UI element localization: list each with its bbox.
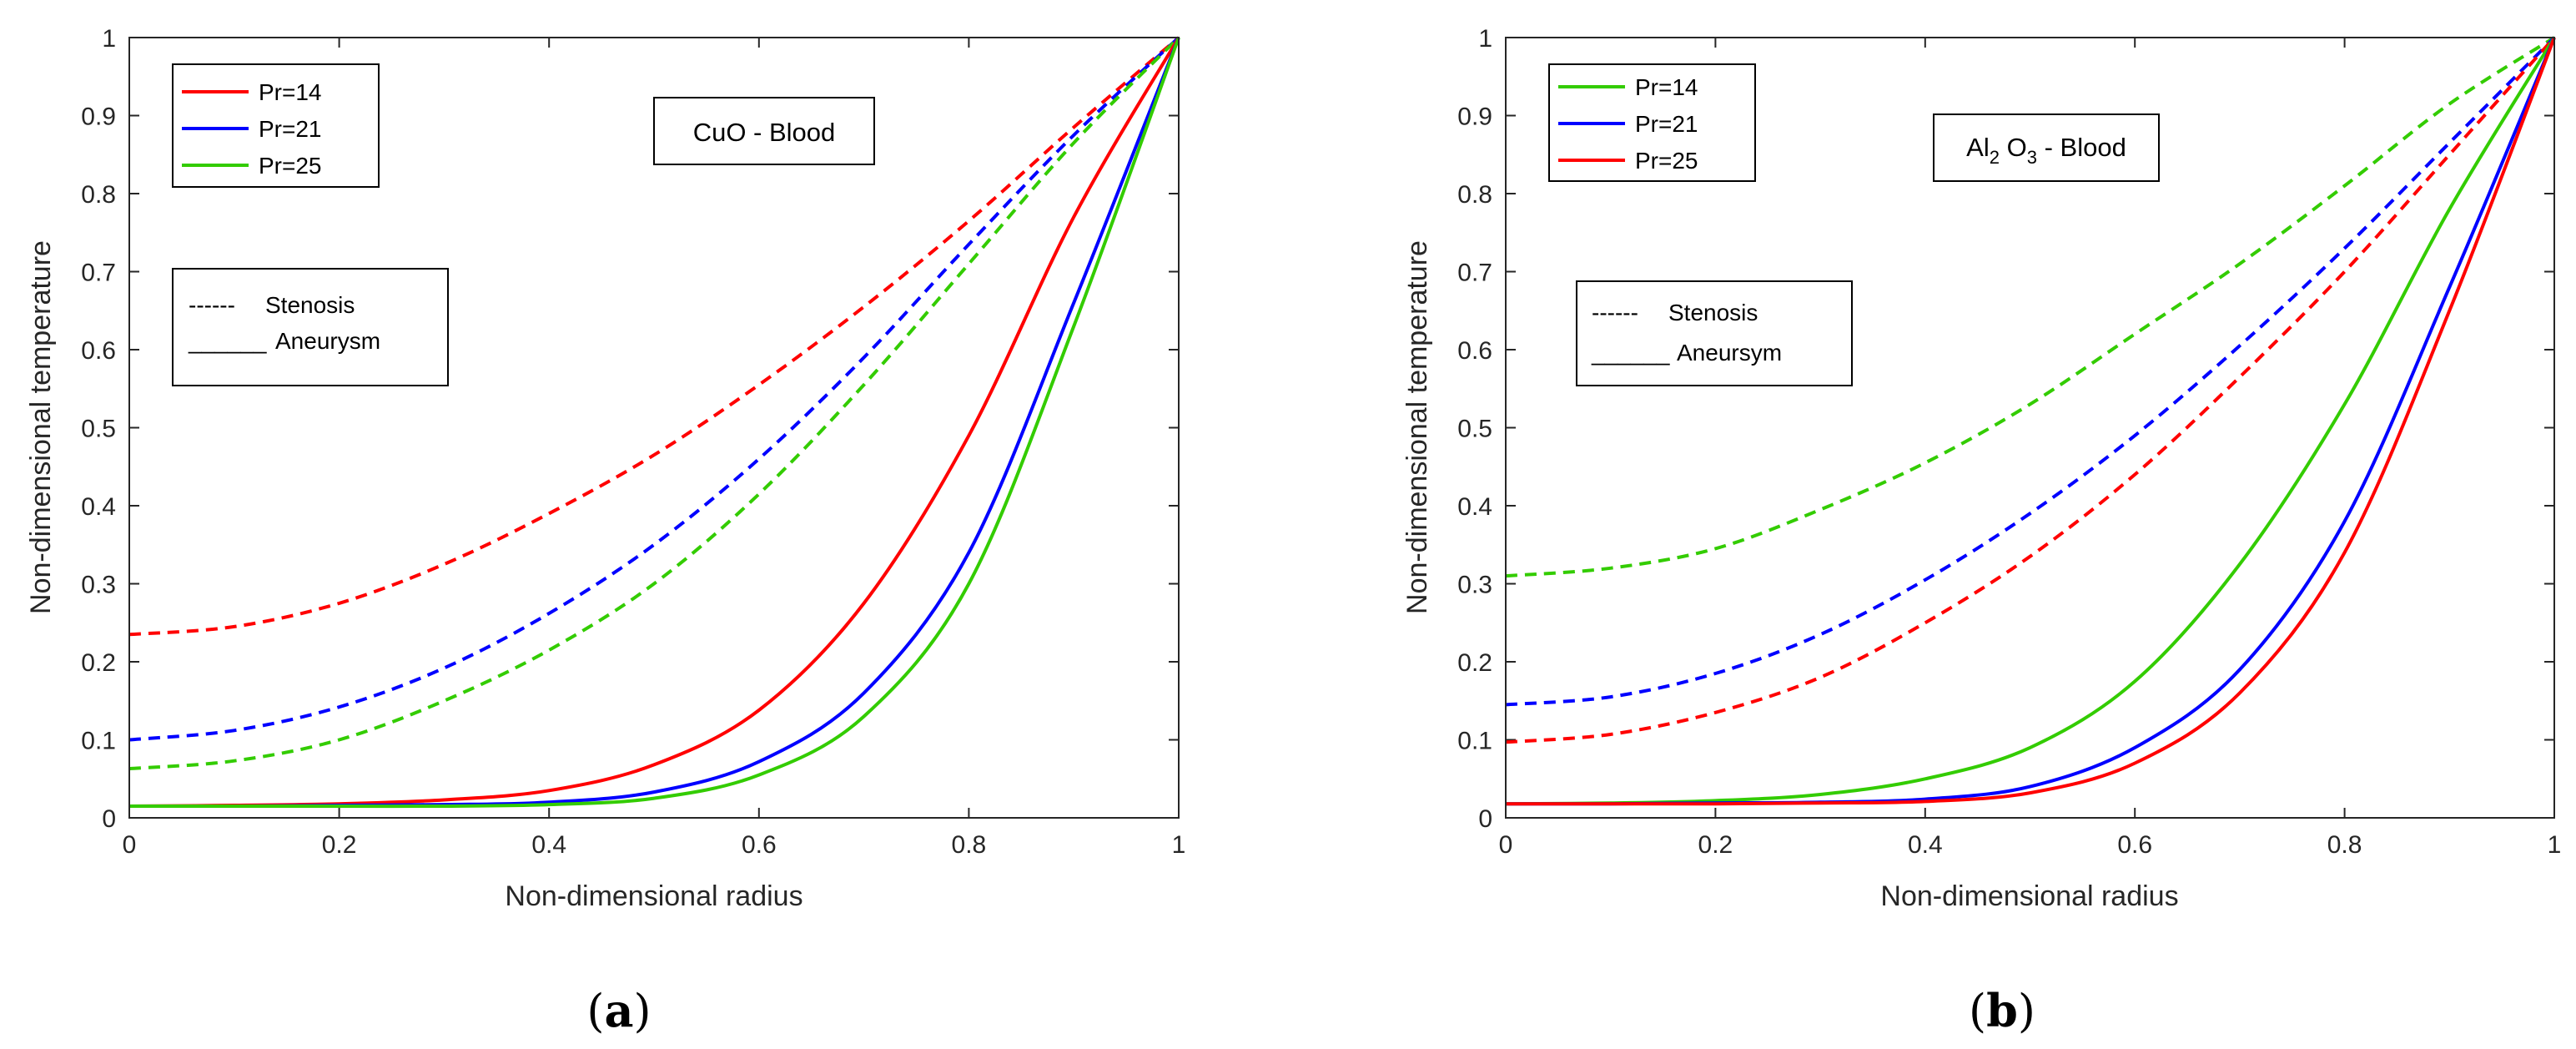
series-line-pr-14-stenosis xyxy=(128,36,1180,637)
legend-label: Pr=14 xyxy=(1635,74,1698,100)
series-line-pr-25-stenosis xyxy=(1505,36,2556,744)
aneurysm-label: Aneursym xyxy=(1677,340,1782,366)
y-tick-label: 0.5 xyxy=(1457,416,1492,443)
y-tick-label: 0.4 xyxy=(81,493,116,521)
panel-label-close: ) xyxy=(2018,985,2035,1037)
series-line-pr-25-aneurysm xyxy=(128,37,1180,809)
annotation-text: CuO - Blood xyxy=(693,118,836,147)
x-tick-label: 0 xyxy=(123,831,137,859)
aneurysm-label: Aneurysm xyxy=(275,328,380,354)
y-tick-label: 0.2 xyxy=(81,649,116,677)
series-line-pr-25-stenosis xyxy=(128,36,1180,771)
legend-label: Pr=25 xyxy=(259,153,322,179)
panel-label: (b) xyxy=(1969,984,2035,1037)
series-group xyxy=(128,36,1180,809)
legend-box xyxy=(1576,280,1853,386)
y-tick-label: 0.7 xyxy=(1457,260,1492,287)
panel-label-open: ( xyxy=(586,985,604,1037)
y-tick-label: 1 xyxy=(102,25,116,53)
y-tick-label: 0.8 xyxy=(1457,181,1492,209)
stenosis-dash-glyph: ------ xyxy=(189,292,235,318)
y-tick-label: 0.3 xyxy=(1457,572,1492,599)
x-tick-label: 1 xyxy=(2548,831,2562,859)
y-ticks: 0 0.1 0.2 0.3 0.4 0.5 0.6 0.7 0.8 0.9 1 xyxy=(81,25,1179,833)
svg-text:(a): (a) xyxy=(586,984,651,1037)
y-tick-label: 0.6 xyxy=(1457,337,1492,365)
panel-letter: a xyxy=(605,984,634,1037)
svg-text:(b): (b) xyxy=(1969,984,2035,1037)
stenosis-label: Stenosis xyxy=(1668,300,1758,325)
legend-style: ------ Stenosis ______ Aneursym xyxy=(1576,280,1853,386)
y-ticks: 0 0.1 0.2 0.3 0.4 0.5 0.6 0.7 0.8 0.9 1 xyxy=(1457,25,2554,833)
y-tick-label: 0.1 xyxy=(1457,728,1492,755)
annotation-al: Al xyxy=(1966,133,1990,162)
x-tick-label: 0.4 xyxy=(1908,831,1943,859)
x-tick-label: 0.8 xyxy=(2327,831,2362,859)
x-ticks: 0 0.2 0.4 0.6 0.8 1 xyxy=(123,38,1186,859)
panel-label: (a) xyxy=(586,984,651,1037)
y-tick-label: 0.7 xyxy=(81,260,116,287)
x-tick-label: 0.2 xyxy=(1698,831,1733,859)
svg-text:Al2 O3 - Blood: Al2 O3 - Blood xyxy=(1966,133,2126,168)
y-tick-label: 0.8 xyxy=(81,181,116,209)
legend-label: Pr=25 xyxy=(1635,148,1698,174)
x-tick-label: 0 xyxy=(1499,831,1513,859)
y-axis-label: Non-dimensional temperature xyxy=(1401,240,1433,614)
x-tick-label: 0.6 xyxy=(2117,831,2152,859)
legend-pr: Pr=14 Pr=21 Pr=25 xyxy=(172,63,380,188)
annotation-rest: - Blood xyxy=(2037,133,2126,162)
annotation-frame xyxy=(1933,113,2160,182)
y-tick-label: 0.9 xyxy=(81,103,116,131)
legend-label: Pr=14 xyxy=(259,79,322,105)
legend-style: ------ Stenosis ______ Aneurysm xyxy=(172,268,449,386)
annotation-box: CuO - Blood xyxy=(653,97,875,165)
aneurysm-line-glyph: ______ xyxy=(1591,340,1670,366)
x-axis-label: Non-dimensional radius xyxy=(505,880,802,912)
y-tick-label: 0.4 xyxy=(1457,493,1492,521)
x-tick-label: 0.2 xyxy=(322,831,357,859)
series-group xyxy=(1505,36,2556,806)
x-tick-label: 0.4 xyxy=(531,831,566,859)
plot-frame xyxy=(128,37,1180,819)
y-tick-label: 0.6 xyxy=(81,337,116,365)
annotation-o: O xyxy=(2000,133,2027,162)
x-tick-label: 1 xyxy=(1172,831,1186,859)
series-line-pr-21-stenosis xyxy=(128,36,1180,742)
series-line-pr-14-stenosis xyxy=(1505,36,2556,578)
y-tick-label: 1 xyxy=(1478,25,1492,53)
y-tick-label: 0 xyxy=(1478,805,1492,833)
chart-panel-b: 0 0.2 0.4 0.6 0.8 1 0 0.1 0.2 0.3 0.4 0.5 0.6 0.7 0.8… xyxy=(1401,25,2561,1037)
x-ticks: 0 0.2 0.4 0.6 0.8 1 xyxy=(1499,38,2562,859)
y-tick-label: 0.9 xyxy=(1457,103,1492,131)
annotation-sub-3: 3 xyxy=(2027,147,2037,168)
stenosis-label: Stenosis xyxy=(265,292,355,318)
series-line-pr-14-aneurysm xyxy=(1505,36,2556,806)
legend-label: Pr=21 xyxy=(259,116,322,142)
annotation-sub-2: 2 xyxy=(1990,147,2000,168)
legend-label: Pr=21 xyxy=(1635,111,1698,137)
y-axis-label: Non-dimensional temperature xyxy=(25,240,57,614)
x-tick-label: 0.6 xyxy=(742,831,777,859)
panel-letter: b xyxy=(1986,984,2018,1037)
panel-label-open: ( xyxy=(1969,985,1986,1037)
y-tick-label: 0.1 xyxy=(81,728,116,755)
series-line-pr-21-stenosis xyxy=(1505,36,2556,707)
legend-box xyxy=(172,268,449,386)
annotation-frame xyxy=(653,97,875,165)
legend-pr: Pr=14 Pr=21 Pr=25 xyxy=(1548,63,1756,182)
annotation-box: Al2 O3 - Blood xyxy=(1933,113,2160,182)
x-axis-label: Non-dimensional radius xyxy=(1880,880,2178,912)
y-tick-label: 0.3 xyxy=(81,572,116,599)
y-tick-label: 0.2 xyxy=(1457,649,1492,677)
aneurysm-line-glyph: ______ xyxy=(188,328,267,354)
x-tick-label: 0.8 xyxy=(952,831,987,859)
panel-label-close: ) xyxy=(634,985,652,1037)
series-line-pr-25-aneurysm xyxy=(1505,37,2556,806)
chart-panel-a: 0 0.2 0.4 0.6 0.8 1 0 0.1 0.2 0.3 0.4 0.5 0.6 0.7 0.8… xyxy=(25,25,1185,1037)
plot-frame xyxy=(1505,37,2555,819)
y-tick-label: 0.5 xyxy=(81,416,116,443)
y-tick-label: 0 xyxy=(102,805,116,833)
stenosis-dash-glyph: ------ xyxy=(1592,300,1638,325)
